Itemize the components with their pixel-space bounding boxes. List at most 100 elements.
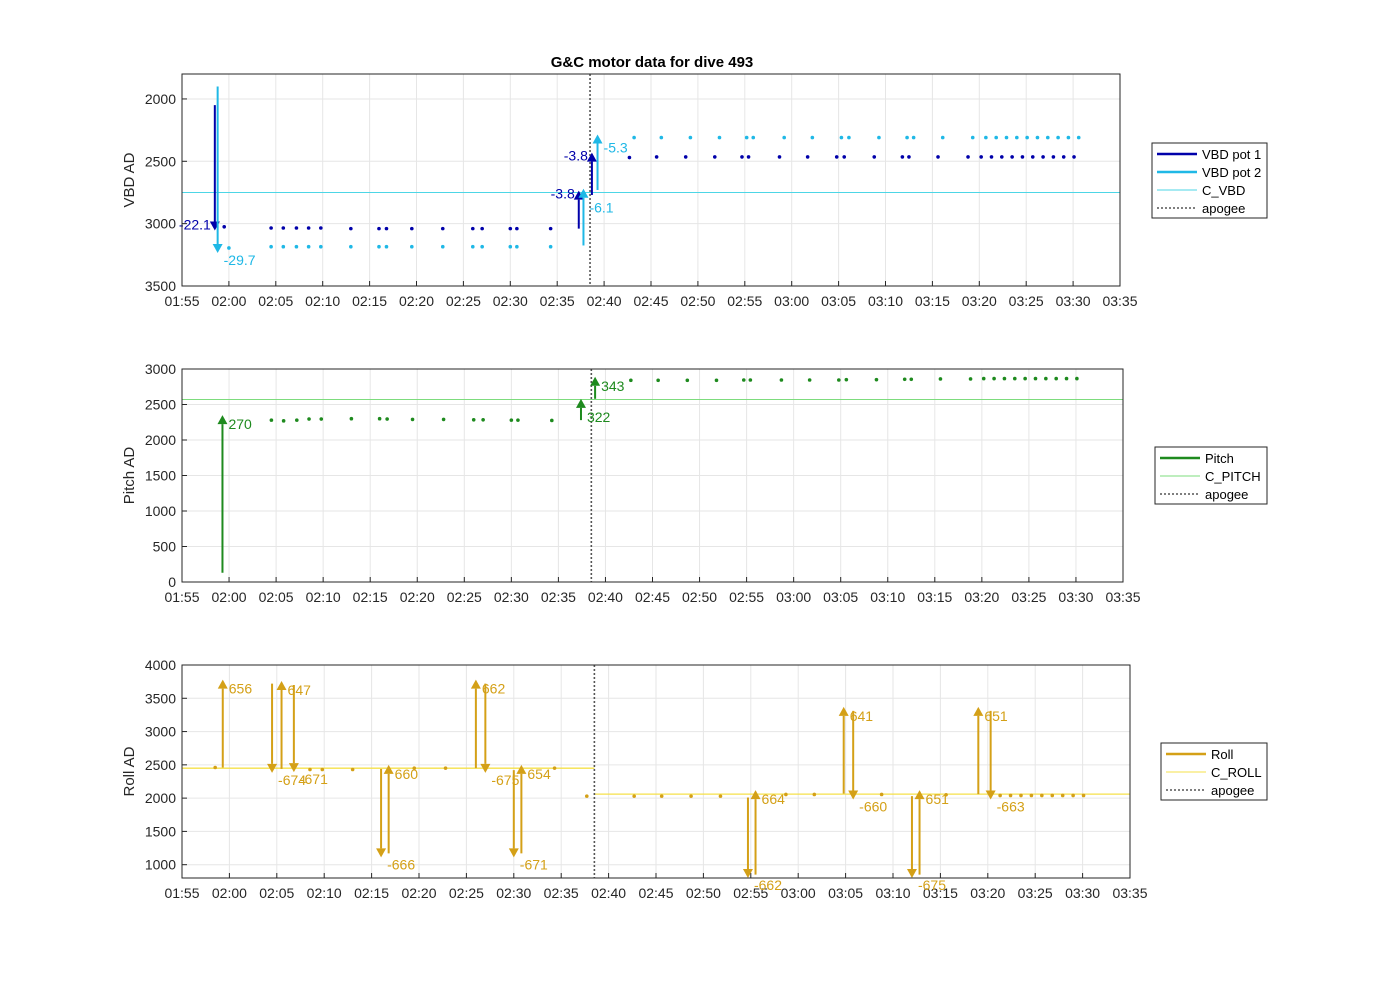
- data-point: [872, 155, 877, 159]
- roll-panel: 01:55 02:00 02:05 02:10 02:15 02:20 02:25 02:30…: [121, 657, 1268, 901]
- data-point: [718, 794, 723, 798]
- x-tick-label: 02:00: [211, 293, 246, 309]
- data-point: [979, 155, 983, 159]
- move-arrow-head: [973, 706, 984, 716]
- data-point: [1044, 376, 1048, 381]
- data-point: [470, 244, 475, 249]
- legend-label: Pitch: [1205, 451, 1234, 466]
- x-tick-label: 03:00: [774, 293, 809, 309]
- data-point: [516, 418, 520, 422]
- move-arrow-head: [288, 763, 299, 773]
- data-point: [717, 135, 722, 140]
- move-label: -6.1: [589, 200, 613, 216]
- x-tick-label: 02:50: [682, 589, 717, 605]
- data-point: [1033, 376, 1038, 381]
- x-tick-label: 02:00: [212, 885, 247, 901]
- x-tick-label: 03:10: [870, 589, 905, 605]
- data-point: [410, 244, 414, 249]
- move-arrow-head: [914, 790, 925, 800]
- x-tick-label: 03:30: [1065, 885, 1100, 901]
- data-point: [879, 792, 884, 797]
- legend-label: VBD pot 2: [1202, 165, 1261, 180]
- data-point: [981, 376, 986, 381]
- x-tick-label: 02:40: [587, 293, 622, 309]
- data-point: [938, 377, 943, 381]
- data-point: [632, 794, 636, 798]
- move-label: -662: [754, 877, 782, 893]
- data-point: [227, 246, 231, 250]
- y-tick-label: 2500: [145, 153, 176, 169]
- y-tick-label: 3000: [145, 216, 176, 232]
- x-tick-label: 02:30: [496, 885, 531, 901]
- move-arrow-head: [480, 763, 491, 773]
- x-tick-label: 02:45: [633, 293, 668, 309]
- data-point: [842, 155, 847, 159]
- data-point: [320, 767, 325, 772]
- data-point: [654, 155, 659, 159]
- data-point: [470, 226, 475, 231]
- data-point: [1041, 155, 1045, 159]
- data-point: [515, 244, 519, 249]
- data-point: [751, 135, 756, 140]
- data-point: [350, 767, 355, 772]
- data-point: [1035, 135, 1040, 140]
- move-label: -675: [491, 772, 519, 788]
- data-point: [837, 378, 841, 382]
- data-point: [779, 378, 784, 382]
- data-point: [834, 155, 839, 159]
- data-point: [902, 377, 907, 382]
- data-point: [1004, 135, 1009, 140]
- data-point: [807, 378, 812, 382]
- x-tick-label: 01:55: [164, 589, 199, 605]
- data-point: [685, 378, 690, 383]
- move-label: -671: [520, 856, 548, 872]
- move-arrow-head: [516, 764, 527, 774]
- data-point: [550, 418, 554, 423]
- move-arrow-head: [592, 134, 603, 144]
- data-point: [410, 226, 414, 231]
- x-tick-label: 03:20: [962, 293, 997, 309]
- move-label: 660: [395, 766, 419, 782]
- data-point: [1050, 793, 1055, 798]
- data-point: [440, 244, 445, 249]
- x-tick-label: 02:50: [686, 885, 721, 901]
- x-tick-label: 01:55: [164, 885, 199, 901]
- x-tick-label: 02:05: [259, 885, 294, 901]
- data-point: [471, 417, 476, 422]
- data-point: [1075, 376, 1079, 381]
- data-point: [900, 155, 905, 159]
- chart-title: G&C motor data for dive 493: [551, 54, 754, 71]
- data-point: [295, 418, 299, 422]
- move-arrow-head: [575, 398, 586, 408]
- data-point: [712, 155, 717, 159]
- x-tick-label: 02:00: [212, 589, 247, 605]
- move-label: 343: [601, 378, 625, 394]
- data-point: [1061, 155, 1066, 159]
- x-tick-label: 03:35: [1112, 885, 1147, 901]
- data-point: [966, 155, 970, 159]
- data-point: [385, 417, 389, 421]
- data-point: [1008, 793, 1013, 798]
- move-label: -674: [278, 772, 306, 788]
- legend-label: C_PITCH: [1205, 469, 1261, 484]
- data-point: [1030, 155, 1035, 159]
- y-tick-label: 1500: [145, 468, 176, 484]
- data-point: [294, 226, 299, 230]
- data-point: [269, 418, 274, 422]
- data-point: [377, 226, 381, 231]
- x-tick-label: 03:00: [776, 589, 811, 605]
- move-label: 662: [482, 681, 506, 697]
- data-point: [1040, 793, 1044, 798]
- data-point: [812, 792, 817, 797]
- data-point: [319, 226, 323, 230]
- legend-label: VBD pot 1: [1202, 147, 1261, 162]
- data-point: [294, 244, 299, 249]
- legend-label: C_VBD: [1202, 183, 1245, 198]
- data-point: [968, 377, 973, 381]
- data-point: [441, 417, 446, 422]
- data-point: [970, 135, 975, 140]
- legend-label: apogee: [1202, 201, 1245, 216]
- move-arrow-head: [848, 790, 859, 800]
- x-tick-label: 02:35: [544, 885, 579, 901]
